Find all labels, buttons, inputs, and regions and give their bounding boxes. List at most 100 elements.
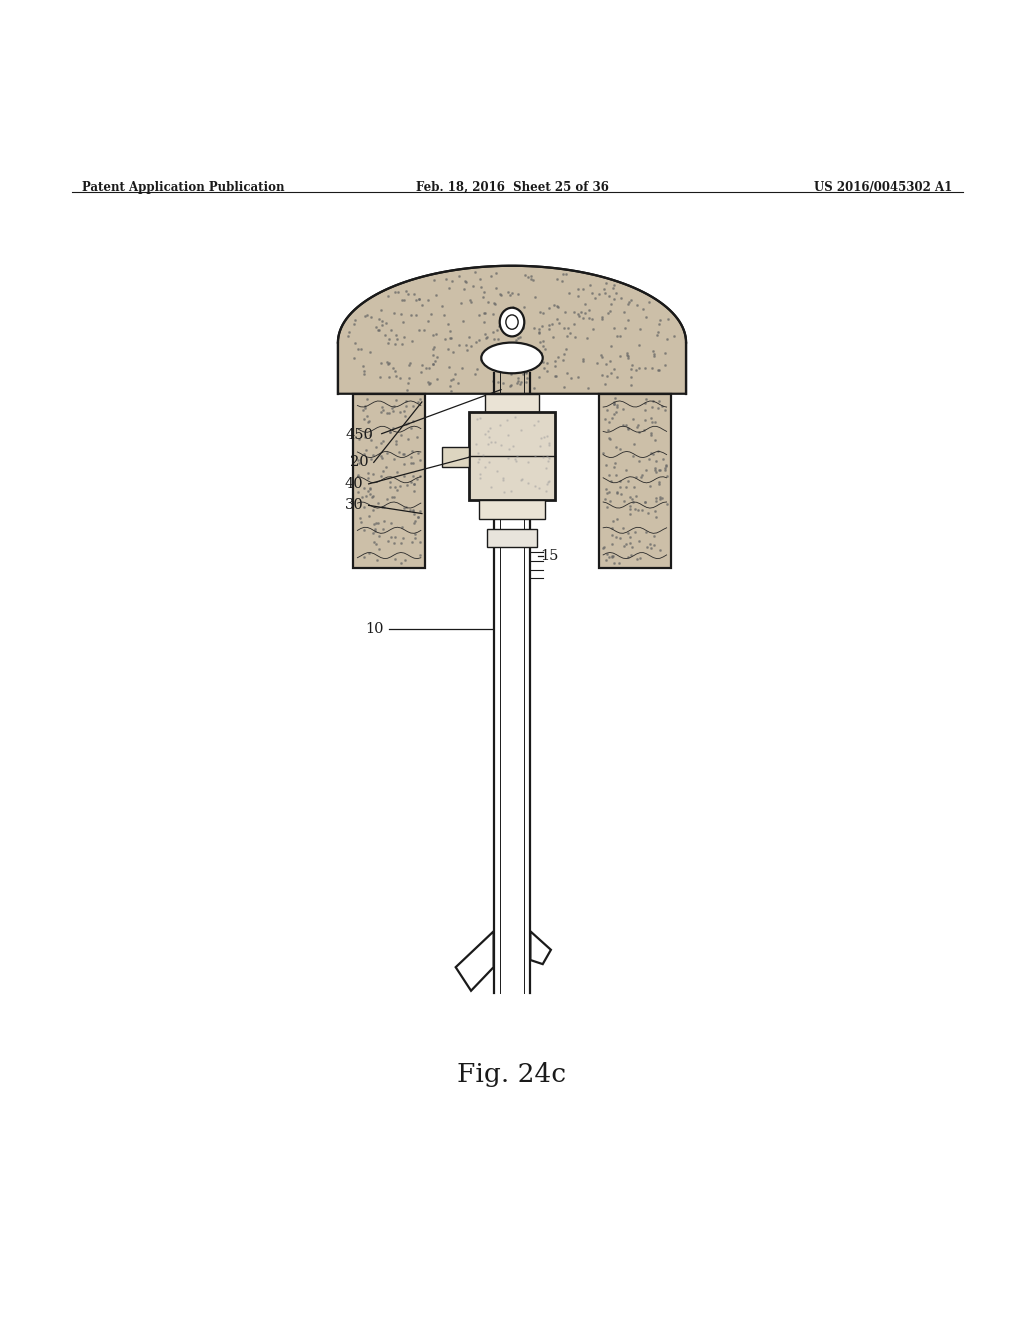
Point bbox=[411, 507, 427, 528]
Point bbox=[654, 487, 671, 508]
Point bbox=[550, 297, 566, 318]
Point bbox=[530, 477, 547, 498]
Point bbox=[513, 470, 529, 491]
Point bbox=[455, 310, 471, 331]
Point bbox=[544, 313, 560, 334]
Point bbox=[611, 552, 628, 573]
Point bbox=[651, 471, 668, 492]
Point bbox=[387, 434, 403, 455]
Point bbox=[381, 403, 397, 424]
Point bbox=[658, 466, 675, 487]
Point bbox=[591, 284, 607, 305]
Point bbox=[647, 412, 664, 433]
Point bbox=[390, 281, 407, 302]
Point bbox=[508, 315, 524, 337]
Point bbox=[608, 395, 625, 416]
Point bbox=[402, 446, 419, 467]
Point bbox=[391, 401, 408, 422]
Point bbox=[396, 405, 413, 426]
Point bbox=[606, 358, 623, 379]
Point bbox=[558, 264, 574, 285]
Point bbox=[398, 391, 415, 412]
Point bbox=[414, 354, 430, 375]
Ellipse shape bbox=[500, 308, 524, 337]
Point bbox=[384, 397, 400, 418]
Point bbox=[472, 268, 488, 289]
Point bbox=[654, 447, 671, 469]
Point bbox=[631, 450, 647, 471]
Point bbox=[542, 318, 558, 339]
Point bbox=[594, 364, 610, 385]
Point bbox=[427, 350, 443, 371]
Point bbox=[555, 350, 571, 371]
Point bbox=[482, 265, 499, 286]
Point bbox=[385, 358, 401, 379]
Point bbox=[411, 289, 427, 310]
Text: Fig. 24c: Fig. 24c bbox=[458, 1063, 566, 1088]
Point bbox=[618, 459, 635, 480]
Point bbox=[556, 301, 572, 322]
Point bbox=[358, 440, 375, 461]
Point bbox=[371, 319, 387, 341]
Point bbox=[595, 442, 611, 463]
Point bbox=[598, 549, 614, 570]
Point bbox=[387, 334, 403, 355]
Point bbox=[489, 319, 506, 341]
Point bbox=[382, 477, 398, 498]
Point bbox=[462, 290, 478, 312]
Point bbox=[366, 513, 382, 535]
Point bbox=[477, 302, 494, 323]
Point bbox=[374, 447, 390, 469]
Point bbox=[381, 471, 397, 492]
Point bbox=[502, 321, 518, 342]
Point bbox=[373, 401, 389, 422]
Point bbox=[549, 268, 565, 289]
Point bbox=[394, 334, 411, 355]
Point bbox=[530, 322, 547, 343]
Point bbox=[538, 480, 554, 502]
Point bbox=[456, 279, 472, 300]
Point bbox=[412, 449, 428, 470]
Point bbox=[622, 496, 638, 517]
Point bbox=[404, 451, 421, 473]
Point bbox=[587, 288, 603, 309]
Point bbox=[359, 463, 376, 484]
Point bbox=[539, 360, 555, 381]
Point bbox=[442, 327, 459, 348]
Polygon shape bbox=[456, 932, 494, 991]
Point bbox=[476, 302, 493, 323]
Point bbox=[628, 486, 644, 507]
Point bbox=[657, 458, 674, 479]
Point bbox=[380, 333, 396, 354]
Point bbox=[515, 297, 531, 318]
Point bbox=[482, 477, 499, 498]
Point bbox=[573, 302, 590, 323]
Point bbox=[594, 306, 610, 327]
Point bbox=[345, 314, 361, 335]
Point bbox=[412, 545, 428, 566]
Point bbox=[549, 296, 565, 317]
Point bbox=[580, 378, 596, 399]
Point bbox=[388, 329, 404, 350]
Point bbox=[522, 265, 539, 286]
Point bbox=[362, 306, 379, 327]
Point bbox=[401, 367, 418, 388]
Point bbox=[362, 342, 379, 363]
Point bbox=[358, 405, 375, 426]
Point bbox=[615, 490, 632, 511]
Point bbox=[379, 285, 395, 306]
Point bbox=[539, 446, 555, 467]
Point bbox=[437, 329, 454, 350]
Point bbox=[407, 474, 423, 495]
Point bbox=[556, 318, 572, 339]
Point bbox=[563, 367, 580, 388]
Point bbox=[527, 286, 544, 308]
Point bbox=[571, 306, 588, 327]
Point bbox=[393, 304, 410, 325]
Point bbox=[406, 480, 422, 502]
Point bbox=[644, 396, 660, 417]
Point bbox=[644, 412, 660, 433]
Point bbox=[350, 453, 367, 474]
Point bbox=[616, 318, 633, 339]
Point bbox=[620, 346, 636, 367]
